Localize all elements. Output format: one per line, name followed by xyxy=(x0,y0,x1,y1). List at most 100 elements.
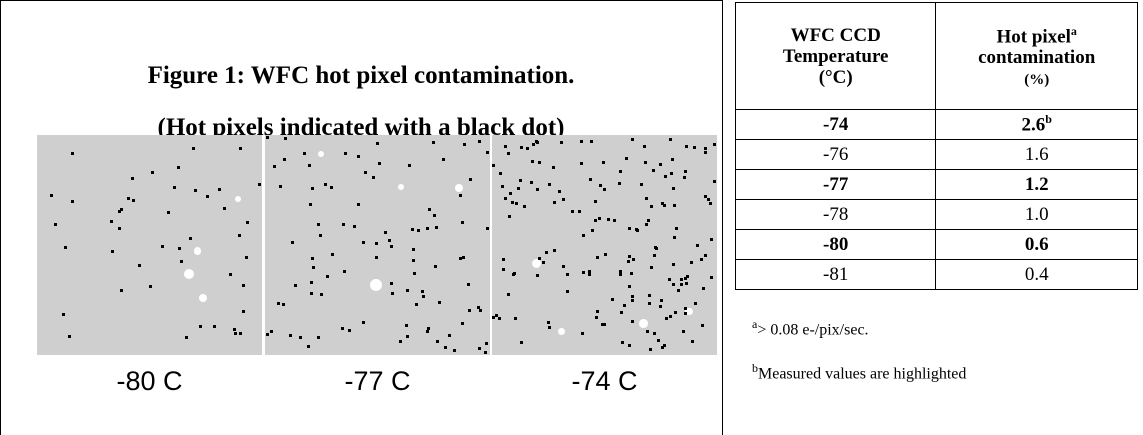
star xyxy=(532,259,541,268)
hot-pixel xyxy=(671,158,674,161)
hot-pixel xyxy=(619,170,622,173)
hot-pixel xyxy=(239,332,242,335)
hot-pixel xyxy=(185,336,188,339)
hot-pixel xyxy=(548,326,551,329)
hot-pixel xyxy=(684,307,687,310)
hot-pixel xyxy=(167,211,170,214)
hot-pixel xyxy=(542,261,545,264)
hot-pixel xyxy=(684,170,687,173)
hot-pixel xyxy=(180,260,183,263)
hot-pixel xyxy=(713,180,716,183)
hot-pixel xyxy=(111,250,114,253)
hot-pixel xyxy=(291,241,294,244)
hot-pixel xyxy=(239,147,242,150)
hot-pixel xyxy=(459,257,462,260)
hot-pixel xyxy=(294,284,297,287)
footnote: a> 0.08 e-/pix/sec. xyxy=(752,317,869,339)
hot-pixel xyxy=(478,347,481,350)
hot-pixel xyxy=(245,256,248,259)
panel-label: -77 C xyxy=(265,366,490,397)
hot-pixel xyxy=(434,265,437,268)
hot-pixel xyxy=(628,227,631,230)
hot-pixel xyxy=(422,295,425,298)
hot-pixel xyxy=(486,227,489,230)
hot-pixel xyxy=(54,223,57,226)
hot-pixel xyxy=(677,289,680,292)
hot-pixel xyxy=(511,201,514,204)
hot-pixel xyxy=(673,204,676,207)
hot-pixel xyxy=(127,197,130,200)
hot-pixel xyxy=(538,257,541,260)
contamination-cell: 1.2 xyxy=(936,170,1138,200)
hot-pixel xyxy=(427,327,430,330)
hot-pixel xyxy=(645,223,648,226)
hot-pixel xyxy=(647,219,650,222)
hot-pixel xyxy=(594,200,597,203)
hot-pixel xyxy=(571,210,574,213)
hot-pixel xyxy=(353,225,356,228)
hot-pixel xyxy=(273,165,276,168)
hot-pixel xyxy=(618,182,621,185)
hot-pixel xyxy=(462,256,465,259)
footnote: bMeasured values are highlighted xyxy=(752,361,966,383)
hot-pixel xyxy=(580,162,583,165)
hot-pixel xyxy=(517,187,520,190)
temperature-cell: -80 xyxy=(736,230,936,260)
hot-pixel xyxy=(461,322,464,325)
hot-pixel xyxy=(307,345,310,348)
temperature-cell: -77 xyxy=(736,170,936,200)
hot-pixel xyxy=(242,284,245,287)
hot-pixel xyxy=(342,223,345,226)
star xyxy=(194,247,202,255)
hot-pixel xyxy=(448,334,451,337)
hot-pixel xyxy=(653,254,656,257)
hot-pixel xyxy=(646,330,649,333)
hot-pixel xyxy=(660,299,663,302)
hot-pixel xyxy=(282,303,285,306)
frame-line xyxy=(0,0,722,1)
hot-pixel xyxy=(399,340,402,343)
hot-pixel xyxy=(331,253,334,256)
hot-pixel xyxy=(199,325,202,328)
hot-pixel xyxy=(566,290,569,293)
hot-pixel xyxy=(668,278,671,281)
hot-pixel xyxy=(553,201,556,204)
temperature-cell: -74 xyxy=(736,110,936,140)
hot-pixel xyxy=(348,329,351,332)
hot-pixel xyxy=(442,158,445,161)
hot-pixel xyxy=(515,202,518,205)
hot-pixel xyxy=(507,152,510,155)
contamination-value: 1.2 xyxy=(1025,174,1049,195)
hot-pixel xyxy=(701,324,704,327)
hot-pixel xyxy=(486,151,489,154)
hot-pixel xyxy=(580,140,583,143)
hot-pixel xyxy=(538,161,541,164)
hot-pixel xyxy=(326,275,329,278)
hot-pixel xyxy=(596,310,599,313)
hot-pixel xyxy=(512,273,515,276)
hot-pixel xyxy=(548,183,551,186)
hot-pixel xyxy=(375,256,378,259)
hot-pixel xyxy=(664,175,667,178)
hot-pixel xyxy=(118,210,121,213)
hot-pixel xyxy=(246,221,249,224)
hot-pixel xyxy=(545,251,548,254)
hot-pixel xyxy=(177,166,180,169)
hot-pixel xyxy=(421,290,424,293)
hot-pixel xyxy=(607,218,610,221)
hot-pixel xyxy=(710,238,713,241)
panel-label: -80 C xyxy=(37,366,262,397)
hot-pixel xyxy=(702,287,705,290)
hot-pixel xyxy=(619,270,622,273)
hot-pixel xyxy=(311,257,314,260)
contamination-cell: 0.4 xyxy=(936,260,1138,290)
hot-pixel xyxy=(71,152,74,155)
hot-pixel xyxy=(700,258,703,261)
hot-pixel xyxy=(589,178,592,181)
hot-pixel xyxy=(317,336,320,339)
hot-pixel xyxy=(672,187,675,190)
hot-pixel xyxy=(553,249,556,252)
hot-pixel xyxy=(502,268,505,271)
